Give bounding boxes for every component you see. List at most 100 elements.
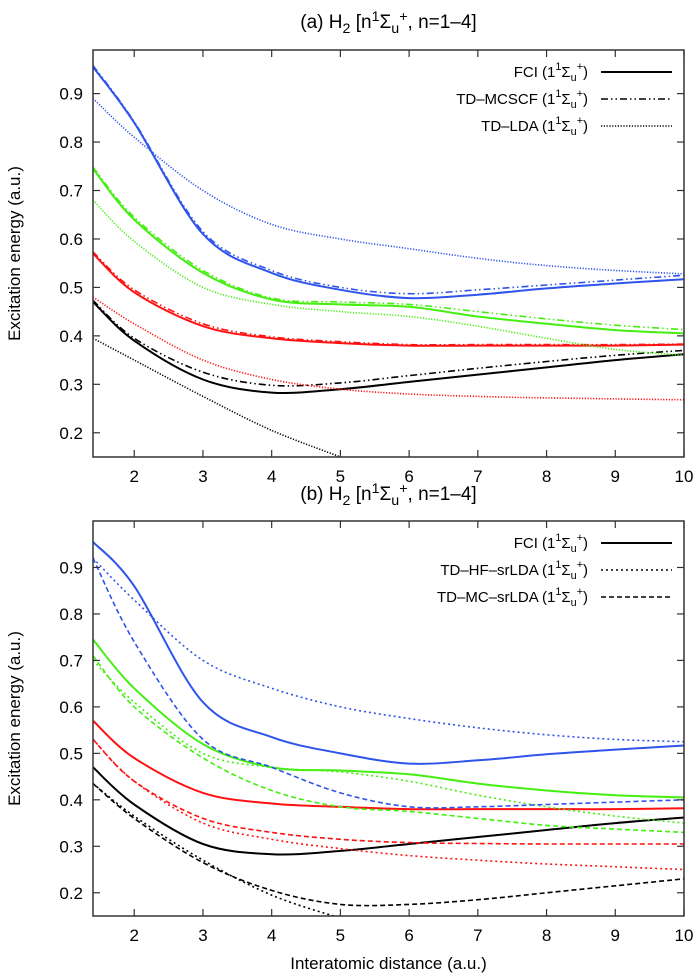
series-line-td-mcscf-n-3: [93, 166, 684, 331]
panel-a: (a) H2 [n1Σu+, n=1–4]2 3 4 5 6 7 8 9 100.20.30.4…: [5, 9, 693, 486]
series-group: [93, 541, 684, 916]
legend-label: TD–LDA (11Σu+): [481, 115, 588, 138]
panel-title: (b) H2 [n1Σu+, n=1–4]: [300, 481, 476, 509]
y-tick-label: 0.8: [59, 133, 83, 152]
legend-part-sub: u: [571, 99, 577, 111]
title-part-sub1: 2: [343, 493, 351, 509]
series-line-fci-n-4: [93, 541, 684, 765]
legend-part-sup2: +: [577, 559, 583, 571]
legend-part-sigma: Σ: [561, 118, 570, 135]
legend-part-sup1: 1: [555, 61, 561, 73]
x-tick-label: 8: [542, 926, 551, 945]
title-part-sup2: +: [399, 9, 407, 25]
title-part-sup2: +: [399, 481, 407, 497]
legend-part-label: FCI (1: [514, 64, 556, 81]
series-line-td-mcscf-n-1: [93, 299, 684, 387]
legend-part-sub: u: [571, 126, 577, 138]
legend-part-sup1: 1: [555, 532, 561, 544]
panel-title: (a) H2 [n1Σu+, n=1–4]: [300, 9, 476, 37]
series-line-fci-n-1: [93, 766, 684, 856]
title-part-sigma: Σ: [380, 12, 392, 33]
legend-part-label: TD–HF–srLDA (1: [440, 562, 555, 579]
series-line-td-lda-n-1: [93, 337, 343, 457]
series-line-td-mc-srlda-n-4: [93, 557, 684, 809]
x-tick-label: 6: [404, 926, 413, 945]
y-tick-label: 0.9: [59, 558, 83, 577]
y-tick-label: 0.6: [59, 230, 83, 249]
legend-part-sup2: +: [577, 88, 583, 100]
x-tick-label: 5: [336, 467, 345, 486]
legend-part-label: FCI (1: [514, 535, 556, 552]
x-tick-label: 7: [473, 926, 482, 945]
x-tick-label: 4: [267, 467, 276, 486]
series-line-td-hf-srlda-n-4: [93, 557, 684, 743]
y-tick-label: 0.5: [59, 744, 83, 763]
series-line-td-hf-srlda-n-3: [93, 659, 684, 824]
series-line-fci-n-2: [93, 252, 684, 347]
series-line-fci-n-1: [93, 301, 684, 395]
series-line-td-hf-srlda-n-2: [93, 738, 684, 871]
legend-part-sup1: 1: [555, 586, 561, 598]
plot-frame: [92, 520, 685, 917]
title-part-mid: [n: [350, 12, 371, 33]
x-axis-label: Interatomic distance (a.u.): [290, 954, 487, 973]
y-axis-label: Excitation energy (a.u.): [5, 166, 24, 341]
plot-frame: [92, 49, 685, 458]
legend-part-label: TD–LDA (1: [481, 118, 555, 135]
title-part-mid: [n: [350, 484, 371, 505]
legend-part-sigma: Σ: [561, 535, 570, 552]
title-part-suffix: , n=1–4]: [408, 12, 477, 33]
y-tick-label: 0.8: [59, 605, 83, 624]
legend-part-sigma: Σ: [561, 562, 570, 579]
x-tick-label: 2: [129, 467, 138, 486]
x-tick-label: 5: [336, 926, 345, 945]
x-tick-label: 3: [198, 467, 207, 486]
y-tick-label: 0.7: [59, 182, 83, 201]
legend-part-close: ): [583, 535, 588, 552]
legend-part-sup2: +: [577, 115, 583, 127]
legend-part-sub: u: [571, 543, 577, 555]
series-line-fci-n-4: [93, 66, 684, 300]
title-part-prefix: (b) H: [300, 484, 342, 505]
legend-part-sub: u: [571, 597, 577, 609]
series-line-td-mcscf-n-4: [93, 65, 684, 295]
series-line-fci-n-3: [93, 638, 684, 799]
x-tick-label: 10: [675, 467, 694, 486]
series-line-td-mc-srlda-n-3: [93, 655, 684, 834]
y-tick-label: 0.3: [59, 375, 83, 394]
legend-label: FCI (11Σu+): [514, 61, 588, 84]
x-tick-label: 10: [675, 926, 694, 945]
series-line-fci-n-2: [93, 720, 684, 811]
title-part-sigma: Σ: [380, 484, 392, 505]
legend-part-close: ): [583, 91, 588, 108]
legend: FCI (11Σu+)TD–HF–srLDA (11Σu+)TD–MC–srLD…: [437, 532, 672, 609]
series-line-td-mcscf-n-2: [93, 251, 684, 346]
legend-part-sub: u: [571, 72, 577, 84]
legend-part-sigma: Σ: [561, 91, 570, 108]
y-tick-label: 0.2: [59, 884, 83, 903]
legend-part-sub: u: [571, 570, 577, 582]
panel-b: (b) H2 [n1Σu+, n=1–4]2 3 4 5 6 7 8 9 100.20.30.4…: [5, 481, 693, 973]
y-tick-label: 0.4: [59, 327, 83, 346]
title-part-sub1: 2: [343, 21, 351, 37]
legend-label: TD–MCSCF (11Σu+): [456, 88, 588, 111]
series-line-td-mc-srlda-n-2: [93, 738, 684, 845]
y-axis-label: Excitation energy (a.u.): [5, 631, 24, 806]
x-tick-label: 2: [129, 926, 138, 945]
x-tick-label: 7: [473, 467, 482, 486]
title-part-sup1: 1: [372, 9, 380, 25]
legend-part-sigma: Σ: [561, 589, 570, 606]
legend-label: TD–MC–srLDA (11Σu+): [437, 586, 588, 609]
y-tick-label: 0.5: [59, 278, 83, 297]
legend-part-close: ): [583, 589, 588, 606]
legend: FCI (11Σu+)TD–MCSCF (11Σu+)TD–LDA (11Σu+…: [456, 61, 672, 138]
x-tick-label: 3: [198, 926, 207, 945]
series-line-fci-n-3: [93, 168, 684, 335]
y-tick-label: 0.2: [59, 424, 83, 443]
x-tick-label: 4: [267, 926, 276, 945]
title-part-prefix: (a) H: [300, 12, 342, 33]
title-part-sub2: u: [391, 21, 399, 37]
title-part-sup1: 1: [372, 481, 380, 497]
legend-part-sup2: +: [577, 532, 583, 544]
